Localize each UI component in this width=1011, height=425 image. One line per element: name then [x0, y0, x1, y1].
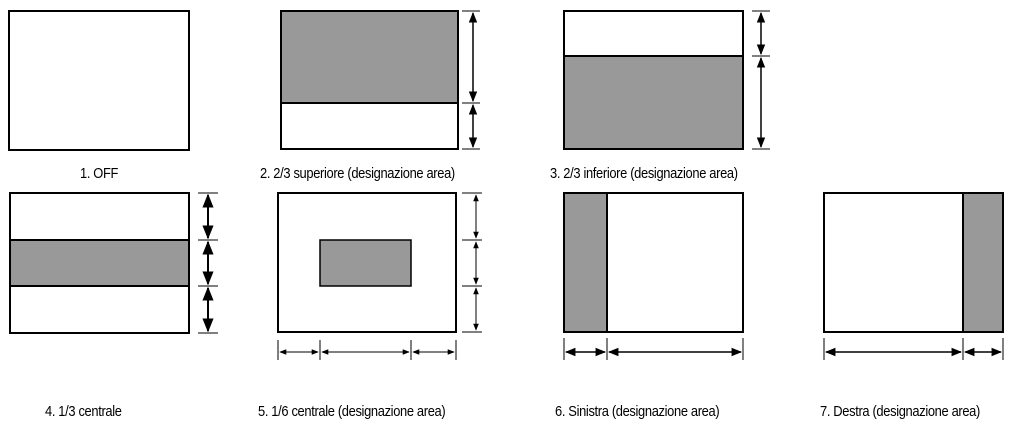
panel-right [823, 192, 1004, 360]
dimension-vertical [752, 10, 770, 150]
dimension-horizontal [823, 338, 1004, 360]
panel-central-one-third [9, 192, 218, 334]
designated-area [281, 11, 458, 103]
designated-area [319, 239, 412, 287]
panel-lower-two-thirds [563, 10, 770, 150]
caption-left: 6. Sinistra (designazione area) [555, 403, 720, 420]
dimension-vertical [198, 192, 218, 334]
caption-central-one-third: 4. 1/3 centrale [45, 403, 122, 420]
panel-left [563, 192, 744, 360]
designated-area [564, 56, 743, 149]
designated-area [963, 193, 1003, 332]
caption-central-one-sixth: 5. 1/6 centrale (designazione area) [258, 403, 446, 420]
caption-right: 7. Destra (designazione area) [820, 403, 980, 420]
dimension-vertical [462, 10, 480, 150]
caption-off: 1. OFF [80, 165, 119, 182]
designated-area [564, 193, 607, 332]
dimension-vertical [462, 192, 482, 333]
caption-upper-two-thirds: 2. 2/3 superiore (designazione area) [260, 165, 455, 182]
panel-off [8, 10, 190, 151]
dimension-horizontal [277, 340, 457, 360]
panel-upper-two-thirds [280, 10, 480, 150]
dimension-horizontal [563, 338, 744, 360]
caption-lower-two-thirds: 3. 2/3 inferiore (designazione area) [550, 165, 738, 182]
designated-area [10, 240, 189, 286]
panel-central-one-sixth [277, 192, 482, 360]
